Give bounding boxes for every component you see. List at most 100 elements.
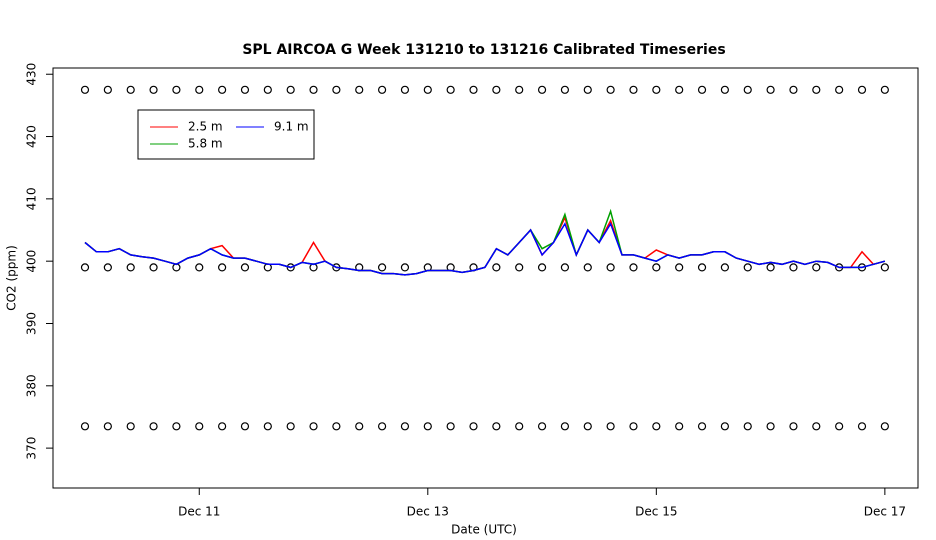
calibration-point [423,422,432,431]
calibration-point [80,422,90,431]
legend-box [137,109,315,160]
calibration-point [766,85,775,94]
calibration-point [880,422,889,431]
calibration-point [172,422,181,431]
calibration-point [606,422,615,431]
calibration-point [789,422,798,431]
calibration-point [309,85,318,94]
calibration-point [355,85,364,94]
x-tick-label: Dec 17 [864,505,906,519]
calibration-point [400,263,410,272]
calibration-point [469,85,478,94]
calibration-point [80,263,90,272]
calibration-point [492,263,501,272]
y-tick-label: 410 [25,187,39,210]
calibration-point [560,422,570,431]
legend-label: 2.5 m [188,120,223,134]
y-tick-label: 380 [25,374,39,397]
calibration-point [286,263,295,272]
x-axis-label: Date (UTC) [451,523,517,537]
calibration-point [126,85,135,94]
calibration-point [195,85,204,94]
calibration-point [606,85,615,94]
plot-frame [52,67,919,489]
calibration-point [835,85,844,94]
x-tick-label: Dec 15 [635,505,677,519]
calibration-point [697,422,707,431]
calibration-point [149,263,158,272]
calibration-point [218,422,227,431]
y-tick-label: 400 [25,250,39,273]
calibration-point [743,263,752,272]
calibration-point [195,263,204,272]
calibration-point [560,85,570,94]
calibration-point [720,85,729,94]
calibration-point [743,85,752,94]
calibration-point [240,85,250,94]
calibration-point [812,263,821,272]
calibration-point [332,85,341,94]
calibration-point [309,422,318,431]
calibration-point [400,422,410,431]
calibration-point [377,263,387,272]
x-tick-label: Dec 13 [407,505,449,519]
calibration-point [537,263,547,272]
chart-title: SPL AIRCOA G Week 131210 to 131216 Calib… [242,42,725,58]
calibration-point [629,263,638,272]
calibration-point [103,263,112,272]
calibration-point [446,85,455,94]
calibration-point [515,85,524,94]
series-line [84,208,886,276]
calibration-point [492,85,501,94]
calibration-point [126,422,135,431]
calibration-point [172,85,181,94]
calibration-point [880,263,889,272]
calibration-point [766,263,775,272]
calibration-point [446,422,455,431]
calibration-point [583,85,592,94]
calibration-point [515,263,524,272]
calibration-point [629,85,638,94]
calibration-point [218,85,227,94]
legend-label: 9.1 m [274,120,309,134]
calibration-point [857,422,867,431]
y-tick-label: 390 [25,312,39,335]
calibration-point [195,422,204,431]
calibration-point [218,263,227,272]
calibration-point [560,263,570,272]
calibration-point [835,422,844,431]
y-tick-label: 430 [25,63,39,86]
calibration-point [469,422,478,431]
calibration-point [697,85,707,94]
calibration-point [263,85,272,94]
y-tick-label: 370 [25,437,39,460]
calibration-point [263,422,272,431]
calibration-point [286,422,295,431]
calibration-point [652,422,661,431]
calibration-point [629,422,638,431]
calibration-point [537,85,547,94]
calibration-point [103,422,112,431]
calibration-point [857,85,867,94]
calibration-point [515,422,524,431]
calibration-point [880,85,889,94]
calibration-point [720,263,729,272]
calibration-point [606,263,615,272]
legend-label: 5.8 m [188,137,223,151]
calibration-point [126,263,135,272]
x-tick-label: Dec 11 [178,505,220,519]
calibration-point [149,422,158,431]
series-line [84,222,886,276]
calibration-point [766,422,775,431]
calibration-point [377,85,387,94]
calibration-point [583,263,592,272]
y-tick-label: 420 [25,125,39,148]
calibration-point [400,85,410,94]
calibration-point [743,422,752,431]
calibration-point [286,85,295,94]
calibration-point [697,263,707,272]
calibration-point [332,422,341,431]
calibration-point [812,422,821,431]
calibration-point [652,263,661,272]
